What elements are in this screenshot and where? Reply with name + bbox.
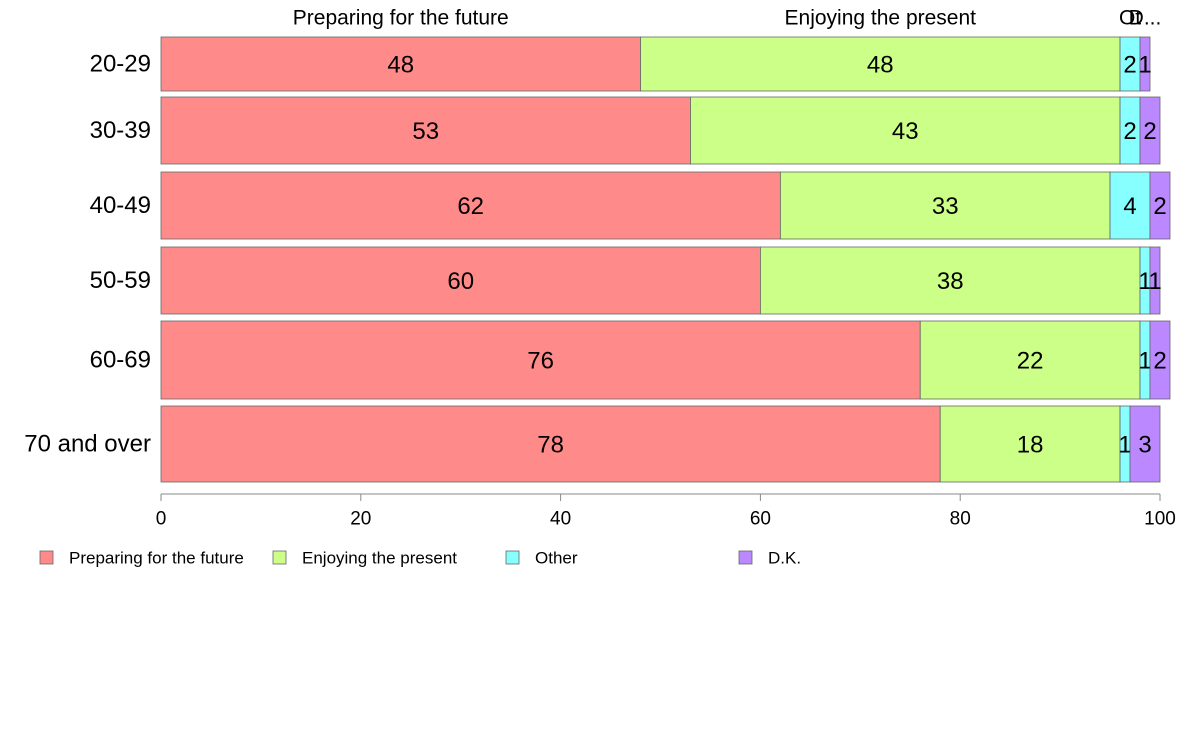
top-series-label: D... [1129,7,1162,30]
legend-swatch [738,550,753,565]
data-label: 1 [1118,432,1131,459]
x-tick-label: 0 [156,509,167,530]
legend-swatch [272,550,287,565]
bar-segment [160,246,761,315]
data-label: 33 [932,193,959,220]
top-series-label: Enjoying the present [785,7,977,30]
legend-label: Preparing for the future [69,549,244,568]
bar-segment [160,405,941,483]
data-label: 2 [1153,348,1166,375]
category-label: 40-49 [90,192,151,219]
data-label: 1 [1148,268,1161,295]
top-series-label: Ot [1119,7,1141,30]
bar-segment [160,96,691,165]
bar-segment [160,320,921,400]
category-label: 20-29 [90,51,151,78]
bar-segment [1149,246,1161,315]
legend-swatch [505,550,520,565]
data-label: 1 [1138,52,1151,79]
bar-segment [1149,171,1171,240]
category-labels: 20-29 30-39 40-49 50-59 60-69 70 and over [24,51,151,458]
bar-segment [640,36,1121,92]
category-label: 50-59 [90,267,151,294]
data-label: 48 [867,52,894,79]
bar-segment [939,405,1121,483]
bar-segment [1139,36,1151,92]
data-label: 2 [1123,52,1136,79]
x-tick-label: 40 [550,509,571,530]
bar-segment [779,171,1111,240]
x-tick-label: 20 [350,509,371,530]
legend-label: Other [535,549,578,568]
x-tick-label: 80 [950,509,971,530]
data-label: 53 [412,118,439,145]
bar-segment [919,320,1141,400]
x-tick-label: 60 [750,509,771,530]
bar-segment [760,246,1141,315]
bar-segment [1129,405,1161,483]
data-label: 2 [1153,193,1166,220]
data-label: 2 [1143,118,1156,145]
legend-swatch [39,550,54,565]
data-label: 2 [1123,118,1136,145]
bar-segment [1109,171,1151,240]
data-label: 48 [387,52,414,79]
legend-label: Enjoying the present [302,549,457,568]
data-label: 76 [527,348,554,375]
bar-segment [160,171,781,240]
data-label: 62 [457,193,484,220]
data-label: 1 [1138,268,1151,295]
category-label: 60-69 [90,347,151,374]
data-label: 60 [447,268,474,295]
data-label: 4 [1123,193,1136,220]
data-label: 38 [937,268,964,295]
data-label: 18 [1017,432,1044,459]
legend-label: D.K. [768,549,801,568]
data-label: 3 [1138,432,1151,459]
bar-segment [1149,320,1171,400]
x-tick-label: 100 [1144,509,1176,530]
data-label: 22 [1017,348,1044,375]
data-label: 78 [537,432,564,459]
category-label: 70 and over [24,431,151,458]
category-label: 30-39 [90,117,151,144]
bar-segment [1139,96,1161,165]
data-label: 1 [1138,348,1151,375]
data-label: 43 [892,118,919,145]
top-series-label: Preparing for the future [293,7,509,30]
